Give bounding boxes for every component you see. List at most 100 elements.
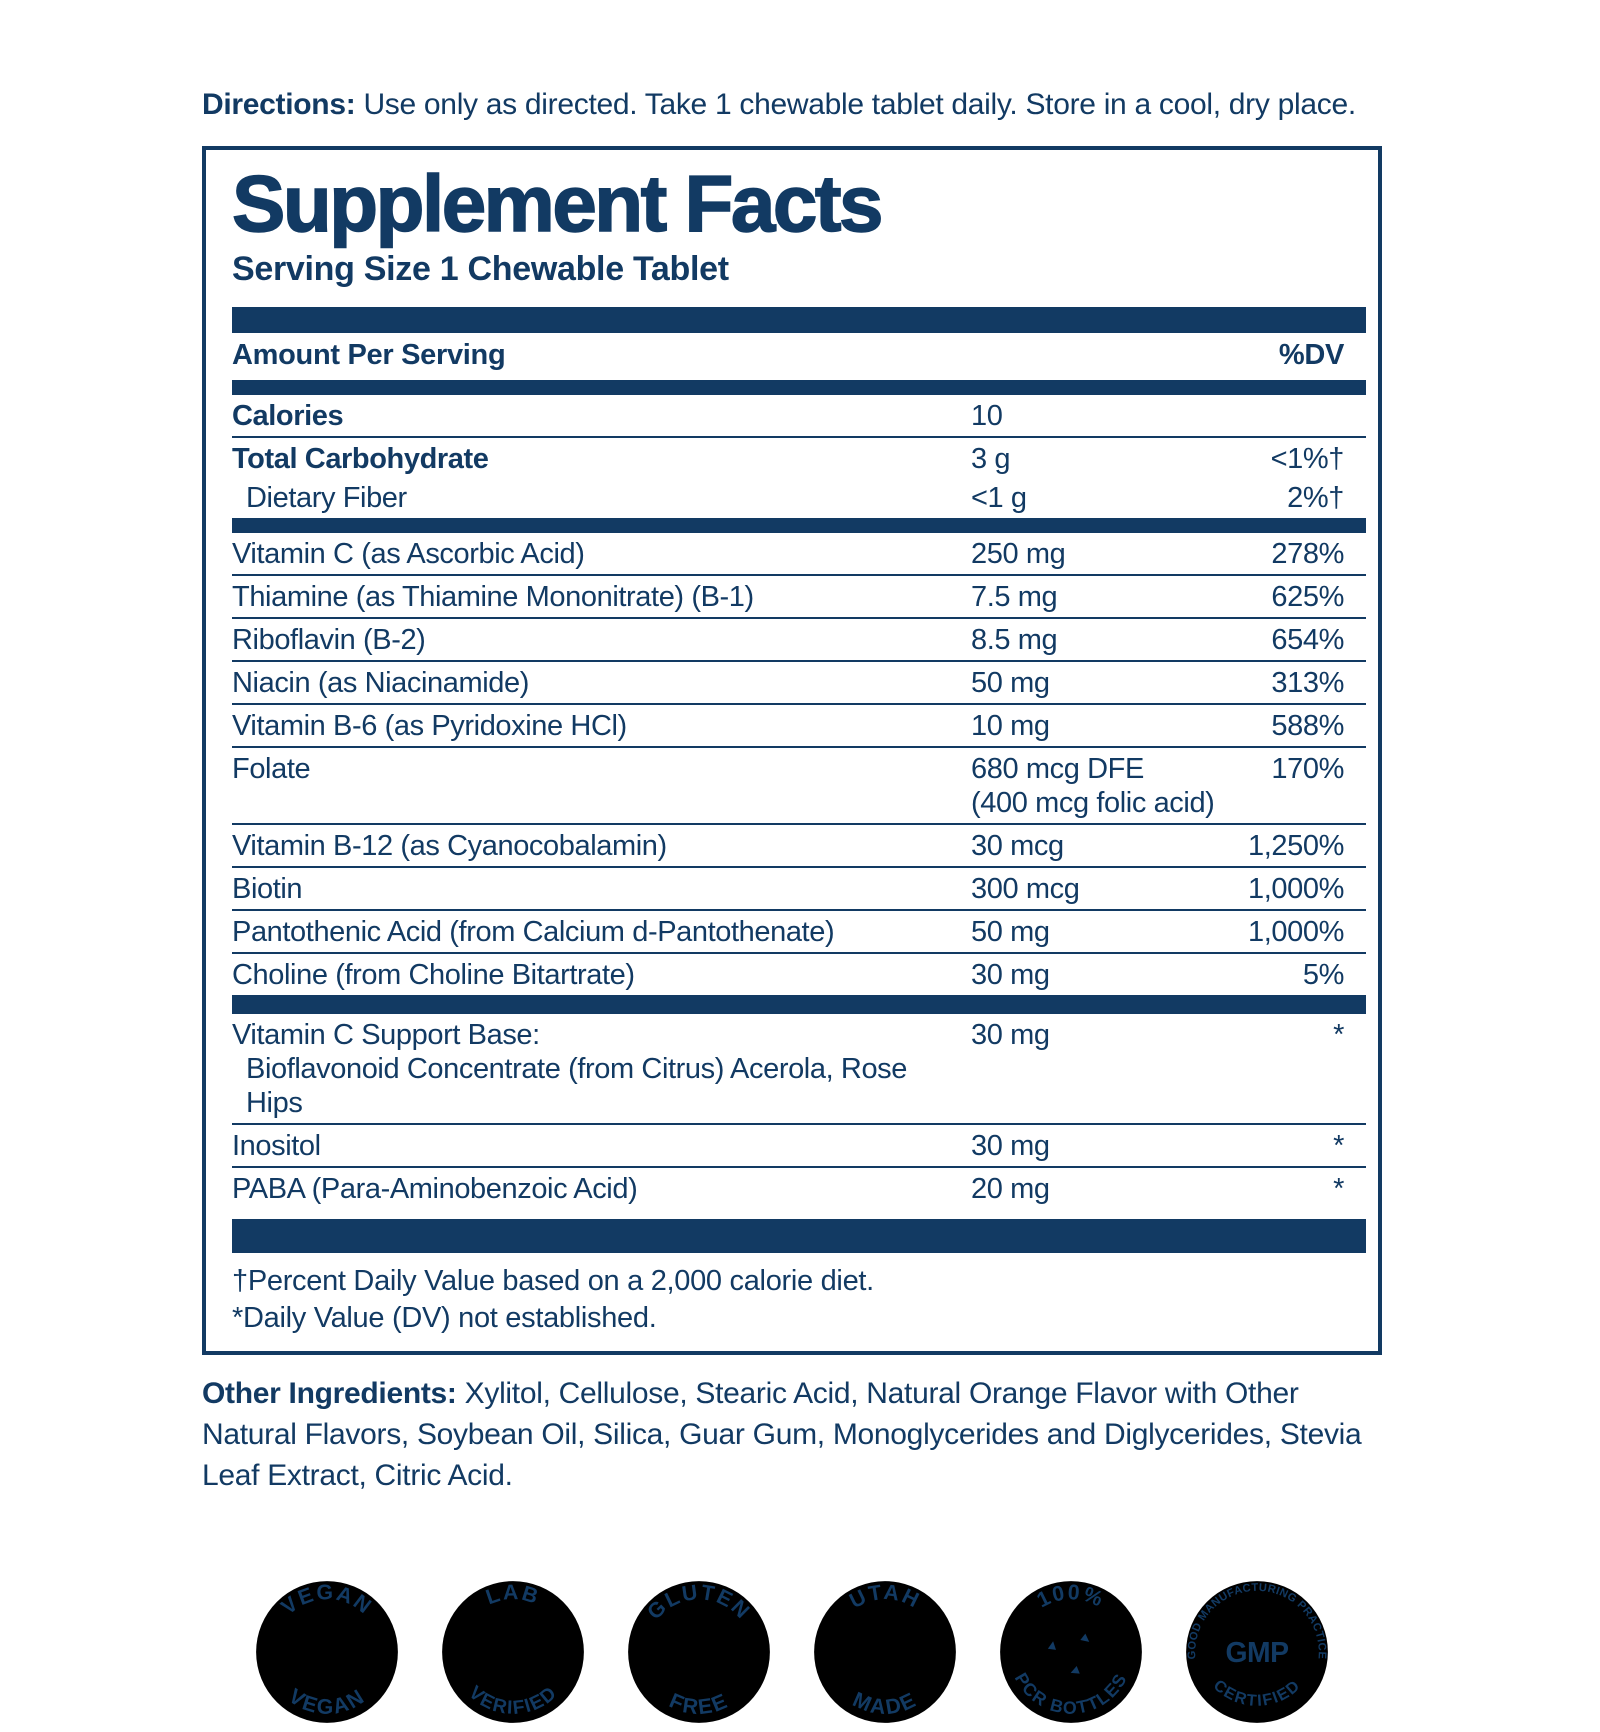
divider-bar-thick bbox=[232, 1219, 1366, 1253]
divider-bar-thick bbox=[232, 307, 1366, 333]
table-row: Vitamin B-12 (as Cyanocobalamin) 30 mcg … bbox=[232, 825, 1366, 866]
row-label: Pantothenic Acid (from Calcium d-Pantoth… bbox=[232, 916, 835, 948]
divider-bar bbox=[232, 380, 1366, 395]
row-dv: 170% bbox=[1271, 753, 1344, 785]
row-label: Niacin (as Niacinamide) bbox=[232, 667, 530, 699]
row-dv: 654% bbox=[1271, 624, 1344, 656]
row-amount: 7.5 mg bbox=[971, 581, 1058, 613]
table-row: Thiamine (as Thiamine Mononitrate) (B-1)… bbox=[232, 576, 1366, 617]
row-separator bbox=[232, 1123, 1366, 1125]
table-row: Calories 10 bbox=[232, 395, 1366, 436]
table-row: Total Carbohydrate 3 g <1%† bbox=[232, 438, 1366, 479]
row-separator bbox=[232, 1166, 1366, 1168]
row-label: PABA (Para-Aminobenzoic Acid) bbox=[232, 1173, 638, 1205]
table-row: Inositol 30 mg * bbox=[232, 1125, 1366, 1166]
row-amount: 680 mcg DFE (400 mcg folic acid) bbox=[971, 753, 1215, 819]
row-label: Choline (from Choline Bitartrate) bbox=[232, 959, 635, 991]
directions-text: Directions: Use only as directed. Take 1… bbox=[202, 88, 1356, 121]
gmp-icon: GMP bbox=[1225, 1637, 1288, 1669]
table-row: PABA (Para-Aminobenzoic Acid) 20 mg * bbox=[232, 1168, 1366, 1209]
row-dv: 2%† bbox=[1287, 482, 1344, 514]
table-row: Niacin (as Niacinamide) 50 mg 313% bbox=[232, 662, 1366, 703]
row-label: Biotin bbox=[232, 873, 303, 905]
badge-utah-made: UTAH MADE bbox=[809, 1572, 961, 1732]
supplement-facts-panel: Supplement Facts Serving Size 1 Chewable… bbox=[202, 146, 1382, 1355]
row-dv: 313% bbox=[1271, 667, 1344, 699]
row-label: Thiamine (as Thiamine Mononitrate) (B-1) bbox=[232, 581, 754, 613]
row-dv: * bbox=[1333, 1173, 1344, 1205]
row-label: Vitamin C Support Base: Bioflavonoid Con… bbox=[232, 1019, 907, 1119]
row-label: Vitamin B-12 (as Cyanocobalamin) bbox=[232, 830, 667, 862]
certification-badges: VEGAN VEGAN LAB VERIFIED bbox=[202, 1572, 1382, 1732]
row-amount: 50 mg bbox=[971, 916, 1050, 948]
row-dv: * bbox=[1333, 1019, 1344, 1051]
table-row: Choline (from Choline Bitartrate) 30 mg … bbox=[232, 954, 1366, 995]
row-amount: 30 mg bbox=[971, 959, 1050, 991]
row-dv: 278% bbox=[1271, 538, 1344, 570]
row-label: Riboflavin (B-2) bbox=[232, 624, 426, 656]
divider-bar bbox=[232, 995, 1366, 1014]
row-separator bbox=[232, 952, 1366, 954]
footnote-asterisk: *Daily Value (DV) not established. bbox=[232, 1302, 657, 1334]
table-row: Pantothenic Acid (from Calcium d-Pantoth… bbox=[232, 911, 1366, 952]
badge-lab-verified: LAB VERIFIED bbox=[437, 1572, 589, 1732]
table-row: Vitamin C Support Base: Bioflavonoid Con… bbox=[232, 1014, 1366, 1123]
row-dv: <1%† bbox=[1270, 443, 1345, 475]
row-label: Folate bbox=[232, 753, 311, 785]
row-dv: 588% bbox=[1271, 710, 1344, 742]
row-label: Dietary Fiber bbox=[246, 482, 407, 514]
row-separator bbox=[232, 436, 1366, 438]
row-amount: 250 mg bbox=[971, 538, 1066, 570]
divider-bar bbox=[232, 518, 1366, 533]
row-dv: 1,000% bbox=[1248, 873, 1344, 905]
row-amount: 10 mg bbox=[971, 710, 1050, 742]
row-dv: * bbox=[1333, 1130, 1344, 1162]
label-page: Directions: Use only as directed. Take 1… bbox=[202, 88, 1382, 1732]
row-amount: 300 mcg bbox=[971, 873, 1080, 905]
panel-title: Supplement Facts bbox=[231, 159, 884, 248]
row-dv: 5% bbox=[1302, 959, 1345, 991]
badge-gmp: GOOD MANUFACTURING PRACTICE CERTIFIED GM… bbox=[1181, 1572, 1333, 1732]
table-row: Biotin 300 mcg 1,000% bbox=[232, 868, 1366, 909]
row-amount: 8.5 mg bbox=[971, 624, 1058, 656]
footnote-dagger: †Percent Daily Value based on a 2,000 ca… bbox=[232, 1265, 874, 1297]
row-amount: 30 mg bbox=[971, 1130, 1050, 1162]
row-separator bbox=[232, 660, 1366, 662]
row-separator bbox=[232, 909, 1366, 911]
badge-vegan: VEGAN VEGAN bbox=[251, 1572, 403, 1732]
row-amount: <1 g bbox=[971, 482, 1027, 514]
row-amount: 20 mg bbox=[971, 1173, 1050, 1205]
row-dv: 1,000% bbox=[1248, 916, 1344, 948]
row-amount: 10 bbox=[971, 400, 1003, 432]
badge-pcr-bottles: 100% PCR BOTTLES bbox=[995, 1572, 1147, 1732]
table-row: Folate 680 mcg DFE (400 mcg folic acid) … bbox=[232, 748, 1366, 823]
row-separator bbox=[232, 866, 1366, 868]
row-separator bbox=[232, 746, 1366, 748]
row-amount: 50 mg bbox=[971, 667, 1050, 699]
amount-per-serving-header: Amount Per Serving bbox=[232, 339, 506, 371]
row-separator bbox=[232, 703, 1366, 705]
serving-size: Serving Size 1 Chewable Tablet bbox=[232, 250, 729, 288]
row-separator bbox=[232, 617, 1366, 619]
row-amount: 30 mg bbox=[971, 1019, 1050, 1051]
column-header-row: Amount Per Serving %DV bbox=[232, 333, 1366, 380]
table-row: Dietary Fiber <1 g 2%† bbox=[232, 479, 1366, 518]
other-ingredients-label: Other Ingredients: bbox=[202, 1377, 457, 1410]
row-label: Calories bbox=[232, 400, 344, 432]
row-amount: 30 mcg bbox=[971, 830, 1064, 862]
badge-gluten-free: GLUTEN FREE bbox=[623, 1572, 775, 1732]
row-label: Total Carbohydrate bbox=[232, 443, 489, 475]
row-dv: 625% bbox=[1271, 581, 1344, 613]
other-ingredients: Other Ingredients: Xylitol, Cellulose, S… bbox=[202, 1377, 1362, 1492]
directions-label: Directions: bbox=[202, 88, 356, 121]
row-amount: 3 g bbox=[971, 443, 1011, 475]
footnotes: †Percent Daily Value based on a 2,000 ca… bbox=[232, 1263, 1366, 1337]
row-separator bbox=[232, 823, 1366, 825]
table-row: Vitamin C (as Ascorbic Acid) 250 mg 278% bbox=[232, 533, 1366, 574]
row-label: Vitamin C (as Ascorbic Acid) bbox=[232, 538, 585, 570]
row-label: Vitamin B-6 (as Pyridoxine HCl) bbox=[232, 710, 627, 742]
table-row: Vitamin B-6 (as Pyridoxine HCl) 10 mg 58… bbox=[232, 705, 1366, 746]
dv-header: %DV bbox=[1278, 339, 1344, 371]
row-label: Inositol bbox=[232, 1130, 321, 1162]
row-dv: 1,250% bbox=[1248, 830, 1344, 862]
